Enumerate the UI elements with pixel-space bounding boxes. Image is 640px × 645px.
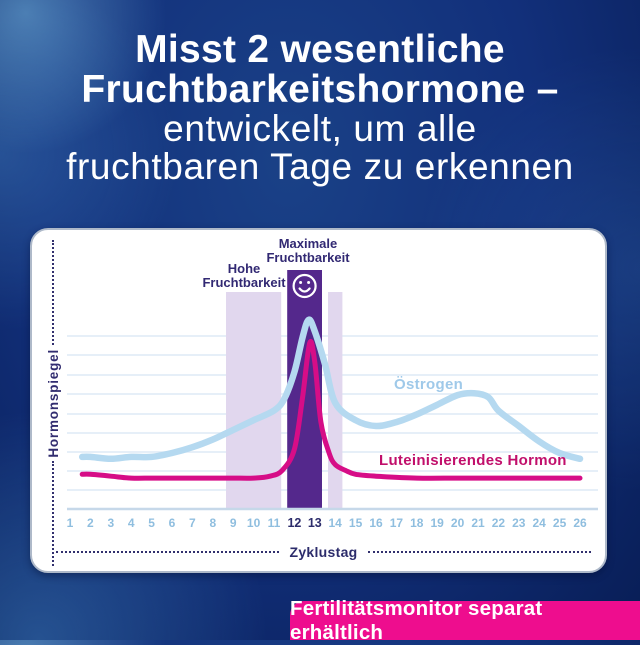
title-line-4: fruchtbaren Tage zu erkennen <box>66 146 574 187</box>
y-axis: Hormonspiegel <box>40 240 66 567</box>
title-line-3: entwickelt, um alle <box>163 108 477 149</box>
title-block: Misst 2 wesentliche Fruchtbarkeitshormon… <box>0 30 640 186</box>
estrogen-curve <box>78 316 584 463</box>
lh-series-label: Luteinisierendes Hormon <box>379 452 567 469</box>
title-line-2: Fruchtbarkeitshormone – <box>81 68 559 111</box>
chart-canvas <box>67 270 598 511</box>
estrogen-series-label: Östrogen <box>394 376 464 393</box>
x-axis-dotted-line-left <box>56 551 280 553</box>
y-axis-label: Hormonspiegel <box>45 348 61 458</box>
x-axis-label: Zyklustag <box>289 544 358 560</box>
availability-banner-text: Fertilitätsmonitor separat erhältlich <box>290 596 543 644</box>
y-axis-dotted-line-bottom <box>52 461 54 567</box>
lh-curve <box>79 339 583 481</box>
availability-banner: Fertilitätsmonitor separat erhältlich <box>290 597 640 644</box>
x-axis: Zyklustag <box>56 543 591 561</box>
peak-fertility-label: Maximale Fruchtbarkeit <box>266 236 350 265</box>
smiley-face-icon <box>292 273 317 299</box>
hormone-chart-card: Hormonspiegel Hohe Fruchtbarkeit Maximal… <box>30 228 607 573</box>
y-axis-dotted-line-top <box>52 240 54 345</box>
title-line-1: Misst 2 wesentliche <box>135 28 505 71</box>
high-fertility-label: Hohe Fruchtbarkeit <box>202 261 286 290</box>
x-axis-dotted-line-right <box>367 551 591 553</box>
